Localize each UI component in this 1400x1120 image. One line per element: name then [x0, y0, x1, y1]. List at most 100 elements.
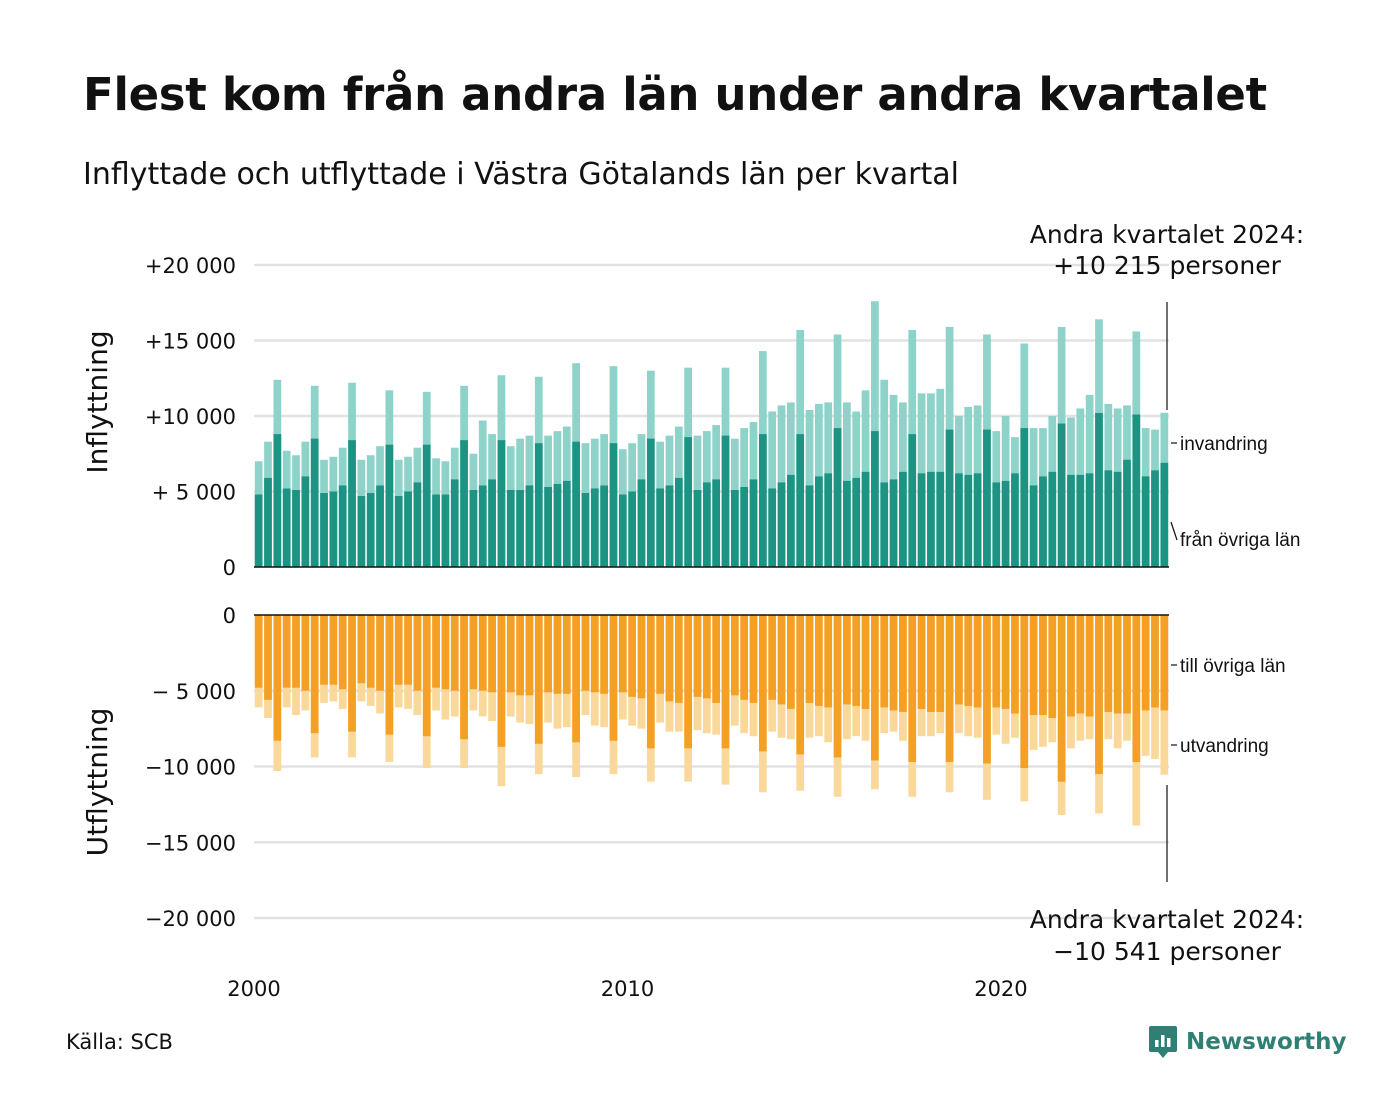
bar-till-ovriga-lan [1020, 615, 1029, 769]
bar-till-ovriga-lan [880, 615, 889, 708]
bar-till-ovriga-lan [1067, 615, 1075, 717]
y-tick-label: −15 000 [145, 831, 236, 855]
annotation-out-label: Andra kvartalet 2024: [1030, 905, 1304, 934]
bar-fran-ovriga-lan [1076, 474, 1085, 567]
bar-till-ovriga-lan [385, 615, 394, 735]
bar-till-ovriga-lan [992, 615, 1001, 708]
series-label: invandring [1180, 434, 1268, 455]
bar-till-ovriga-lan [618, 615, 627, 693]
bar-fran-ovriga-lan [1160, 462, 1169, 567]
bar-till-ovriga-lan [637, 615, 646, 699]
bar-fran-ovriga-lan [880, 482, 889, 567]
bar-fran-ovriga-lan [637, 479, 646, 567]
series-label-tick [1170, 521, 1178, 541]
bar-till-ovriga-lan [796, 615, 805, 755]
bar-fran-ovriga-lan [973, 473, 982, 567]
bar-till-ovriga-lan [450, 615, 459, 691]
source-note: Källa: SCB [66, 1030, 173, 1054]
annotation-in-label: Andra kvartalet 2024: [1030, 220, 1304, 249]
chart-subtitle: Inflyttade och utflyttade i Västra Götal… [83, 157, 959, 192]
bar-fran-ovriga-lan [843, 480, 851, 567]
bar-fran-ovriga-lan [730, 489, 739, 567]
bar-till-ovriga-lan [1057, 615, 1066, 782]
bar-fran-ovriga-lan [983, 429, 991, 567]
bar-fran-ovriga-lan [824, 473, 833, 567]
bar-till-ovriga-lan [590, 615, 599, 693]
bar-fran-ovriga-lan [646, 438, 655, 567]
bar-till-ovriga-lan [1011, 615, 1019, 714]
bar-fran-ovriga-lan [422, 444, 431, 567]
y-tick-label: +10 000 [145, 405, 236, 429]
bar-fran-ovriga-lan [1057, 423, 1066, 567]
bar-till-ovriga-lan [478, 615, 487, 691]
bar-fran-ovriga-lan [758, 434, 767, 567]
bar-fran-ovriga-lan [441, 494, 450, 567]
bar-till-ovriga-lan [310, 615, 319, 734]
bar-till-ovriga-lan [889, 615, 898, 711]
bar-fran-ovriga-lan [945, 429, 954, 567]
bar-till-ovriga-lan [394, 615, 403, 685]
bar-till-ovriga-lan [721, 615, 730, 749]
bar-fran-ovriga-lan [1095, 412, 1103, 567]
bar-fran-ovriga-lan [955, 473, 963, 567]
bar-till-ovriga-lan [964, 615, 973, 706]
x-tick-label: 2020 [974, 977, 1027, 1001]
bar-fran-ovriga-lan [721, 435, 730, 567]
bar-fran-ovriga-lan [348, 440, 356, 567]
bar-till-ovriga-lan [815, 615, 823, 706]
bar-till-ovriga-lan [254, 615, 263, 688]
bar-till-ovriga-lan [469, 615, 478, 690]
bar-fran-ovriga-lan [460, 440, 468, 567]
bar-fran-ovriga-lan [1029, 485, 1038, 567]
bar-fran-ovriga-lan [927, 471, 935, 567]
bar-till-ovriga-lan [843, 615, 851, 705]
series-label: utvandring [1180, 736, 1269, 757]
bar-fran-ovriga-lan [712, 479, 721, 567]
bar-till-ovriga-lan [861, 615, 870, 709]
bar-fran-ovriga-lan [1039, 476, 1047, 567]
bar-fran-ovriga-lan [702, 482, 711, 567]
bar-fran-ovriga-lan [693, 489, 702, 567]
y-tick-label: +15 000 [145, 330, 236, 354]
bar-till-ovriga-lan [1160, 615, 1169, 711]
bar-till-ovriga-lan [432, 615, 440, 688]
y-tick-label: 0 [223, 556, 236, 580]
bar-till-ovriga-lan [702, 615, 711, 699]
bar-fran-ovriga-lan [749, 479, 758, 567]
bar-fran-ovriga-lan [618, 494, 627, 567]
bar-till-ovriga-lan [945, 615, 954, 762]
bar-till-ovriga-lan [693, 615, 702, 697]
bar-till-ovriga-lan [516, 615, 524, 696]
x-tick-label: 2010 [601, 977, 654, 1001]
bar-till-ovriga-lan [674, 615, 683, 703]
bar-fran-ovriga-lan [740, 486, 749, 567]
bar-fran-ovriga-lan [385, 444, 394, 567]
bar-fran-ovriga-lan [572, 441, 580, 567]
y-tick-label: −20 000 [145, 907, 236, 931]
bar-till-ovriga-lan [1039, 615, 1047, 715]
bar-till-ovriga-lan [749, 615, 758, 703]
bar-till-ovriga-lan [1104, 615, 1113, 712]
bar-fran-ovriga-lan [1048, 471, 1057, 567]
bar-fran-ovriga-lan [581, 493, 590, 567]
bar-till-ovriga-lan [1001, 615, 1010, 709]
bar-till-ovriga-lan [824, 615, 833, 708]
bar-till-ovriga-lan [376, 615, 384, 691]
bar-till-ovriga-lan [506, 615, 515, 693]
bar-till-ovriga-lan [1123, 615, 1131, 714]
bar-till-ovriga-lan [562, 615, 571, 694]
bar-fran-ovriga-lan [292, 489, 300, 567]
bar-fran-ovriga-lan [1085, 473, 1094, 567]
bar-fran-ovriga-lan [964, 474, 973, 567]
bar-till-ovriga-lan [348, 615, 356, 732]
bar-till-ovriga-lan [600, 615, 608, 694]
bar-fran-ovriga-lan [917, 473, 926, 567]
bar-fran-ovriga-lan [376, 485, 384, 567]
bar-fran-ovriga-lan [544, 486, 552, 567]
bar-fran-ovriga-lan [506, 489, 515, 567]
bar-till-ovriga-lan [777, 615, 786, 705]
bar-till-ovriga-lan [1113, 615, 1122, 714]
bar-fran-ovriga-lan [450, 479, 459, 567]
bar-till-ovriga-lan [852, 615, 861, 706]
bar-fran-ovriga-lan [1151, 470, 1159, 567]
